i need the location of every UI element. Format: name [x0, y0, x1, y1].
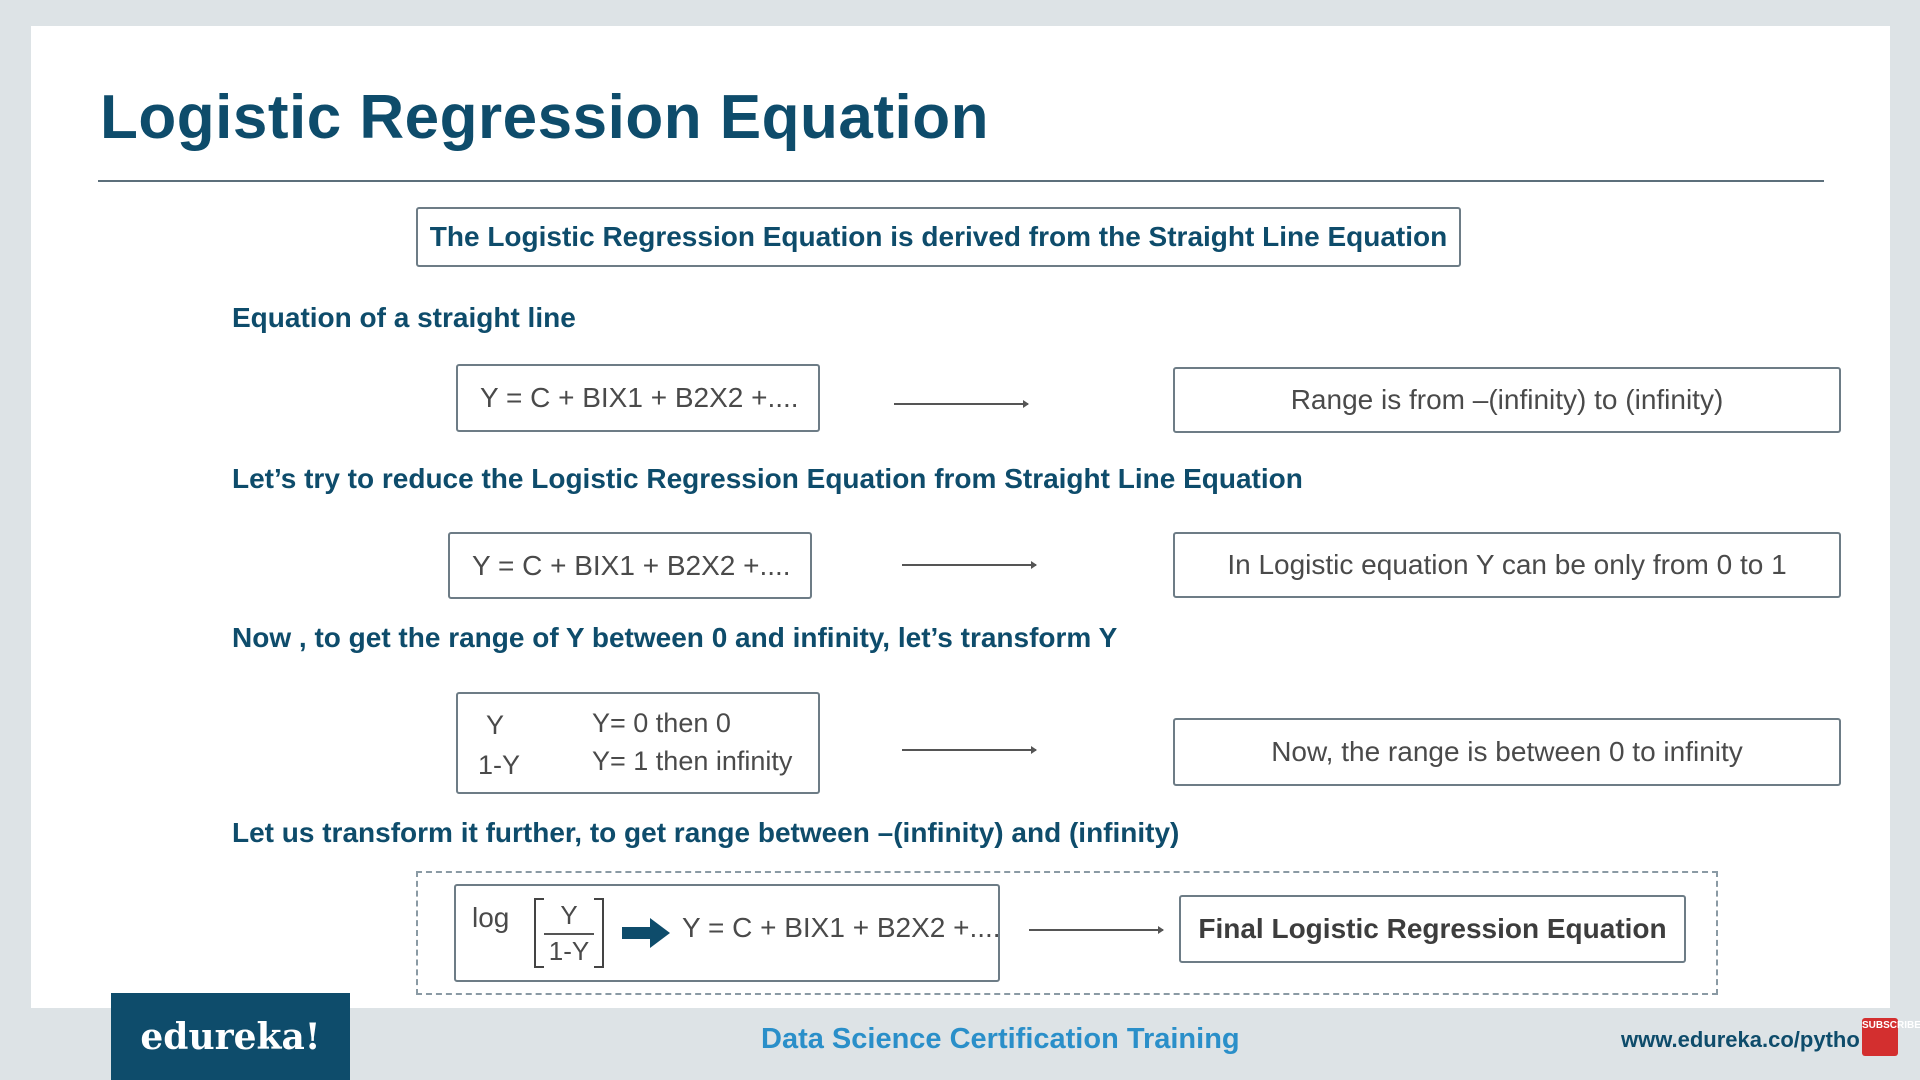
bracket-icon: Y 1-Y — [534, 898, 604, 968]
range-box: Range is from –(infinity) to (infinity) — [1173, 367, 1841, 433]
odds-numerator: Y — [486, 710, 505, 740]
log-label: log — [472, 902, 510, 933]
section-heading-log-transform: Let us transform it further, to get rang… — [232, 817, 1180, 848]
course-title: Data Science Certification Training — [761, 1023, 1240, 1055]
odds-case-one: Y= 0 then 0 — [592, 708, 731, 738]
logit-box: log Y 1-Y Y = C + BIX1 + B2X2 +.... — [454, 884, 1001, 982]
odds-denominator: 1-Y — [478, 750, 521, 780]
odds-box: Y 1-Y Y= 0 then 0 Y= 1 then infinity — [456, 692, 820, 794]
arrow-icon — [902, 746, 1037, 754]
fraction-bar — [544, 933, 594, 935]
website-link[interactable]: www.edureka.co/python — [1621, 1027, 1861, 1052]
odds-case-two: Y= 1 then infinity — [592, 746, 793, 776]
title-divider — [98, 180, 1824, 182]
reduce-equation-box: Y = C + BIX1 + B2X2 +.... — [448, 532, 812, 599]
intro-box: The Logistic Regression Equation is deri… — [416, 207, 1461, 267]
page-title: Logistic Regression Equation — [100, 83, 989, 152]
final-equation-dashed-frame — [416, 871, 1718, 995]
section-heading-reduce: Let’s try to reduce the Logistic Regress… — [232, 463, 1303, 494]
final-equation-box: Final Logistic Regression Equation — [1179, 895, 1686, 963]
section-heading-straight-line: Equation of a straight line — [232, 302, 576, 333]
subscribe-badge[interactable]: SUBSCRIBE — [1862, 1018, 1920, 1056]
logit-denominator: 1-Y — [548, 936, 590, 966]
slide — [31, 26, 1890, 1010]
logit-numerator: Y — [560, 900, 578, 930]
odds-range-box: Now, the range is between 0 to infinity — [1173, 718, 1841, 786]
straight-line-equation-box: Y = C + BIX1 + B2X2 +.... — [456, 364, 820, 432]
logistic-range-box: In Logistic equation Y can be only from … — [1173, 532, 1841, 598]
section-heading-transform: Now , to get the range of Y between 0 an… — [232, 622, 1118, 653]
edureka-logo: edureka! — [111, 993, 350, 1080]
right-arrow-icon — [622, 918, 670, 948]
arrow-icon — [1029, 926, 1164, 934]
arrow-icon — [902, 561, 1037, 569]
logit-equation: Y = C + BIX1 + B2X2 +.... — [682, 912, 1001, 943]
arrow-icon — [894, 400, 1029, 408]
